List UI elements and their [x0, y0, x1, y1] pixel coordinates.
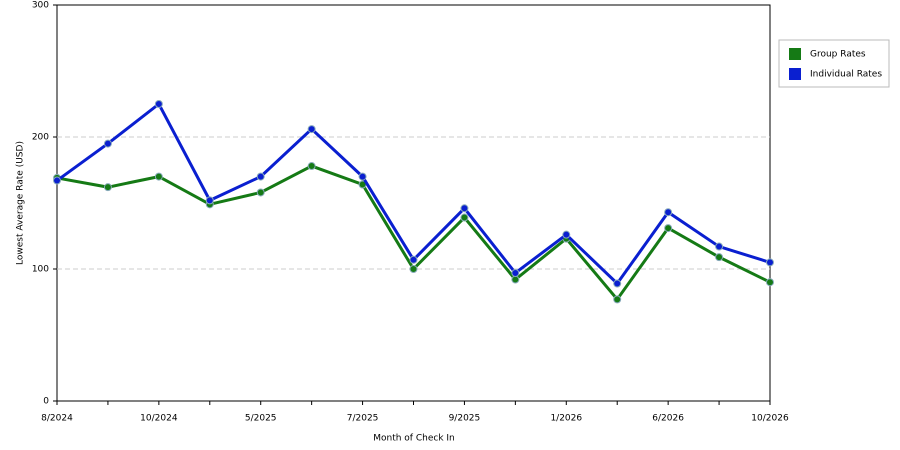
point [511, 268, 520, 277]
legend-label: Individual Rates [810, 70, 882, 80]
point [664, 208, 673, 217]
point [307, 125, 316, 134]
legend-swatch [789, 68, 801, 80]
series-line [56, 164, 771, 302]
point [154, 100, 163, 108]
y-tick-label: 100 [32, 265, 49, 275]
x-tick-label: 9/2025 [449, 414, 481, 424]
point [53, 176, 61, 185]
point [511, 275, 520, 284]
x-tick-label: 8/2024 [41, 414, 73, 424]
y-tick-label: 0 [43, 397, 49, 407]
point [766, 258, 774, 267]
point [766, 278, 774, 287]
y-axis-label: Lowest Average Rate (USD) [16, 141, 26, 265]
point [103, 139, 112, 148]
y-tick-label: 300 [32, 1, 49, 11]
x-tick-label: 10/2024 [140, 414, 178, 424]
x-axis-label: Month of Check In [373, 434, 455, 444]
legend-label: Group Rates [810, 50, 866, 60]
point [664, 224, 673, 233]
point [358, 172, 367, 181]
x-tick-label: 1/2026 [550, 414, 582, 424]
point [613, 295, 622, 304]
plot-frame [56, 4, 771, 402]
legend-swatch [789, 48, 801, 60]
point [256, 188, 265, 197]
point [409, 265, 418, 273]
x-tick-label: 7/2025 [347, 414, 379, 424]
point [307, 162, 316, 171]
point [613, 279, 622, 288]
point [715, 253, 724, 262]
point [715, 242, 724, 251]
y-tick-label: 200 [32, 133, 49, 143]
x-tick-label: 5/2025 [245, 414, 277, 424]
point [256, 172, 265, 181]
x-tick-label: 6/2026 [652, 414, 684, 424]
x-tick-label: 10/2026 [751, 414, 789, 424]
point [205, 196, 214, 205]
point [562, 230, 571, 239]
point [154, 172, 163, 181]
point [103, 183, 112, 192]
point [460, 204, 469, 213]
point [460, 213, 469, 222]
point [409, 255, 418, 264]
